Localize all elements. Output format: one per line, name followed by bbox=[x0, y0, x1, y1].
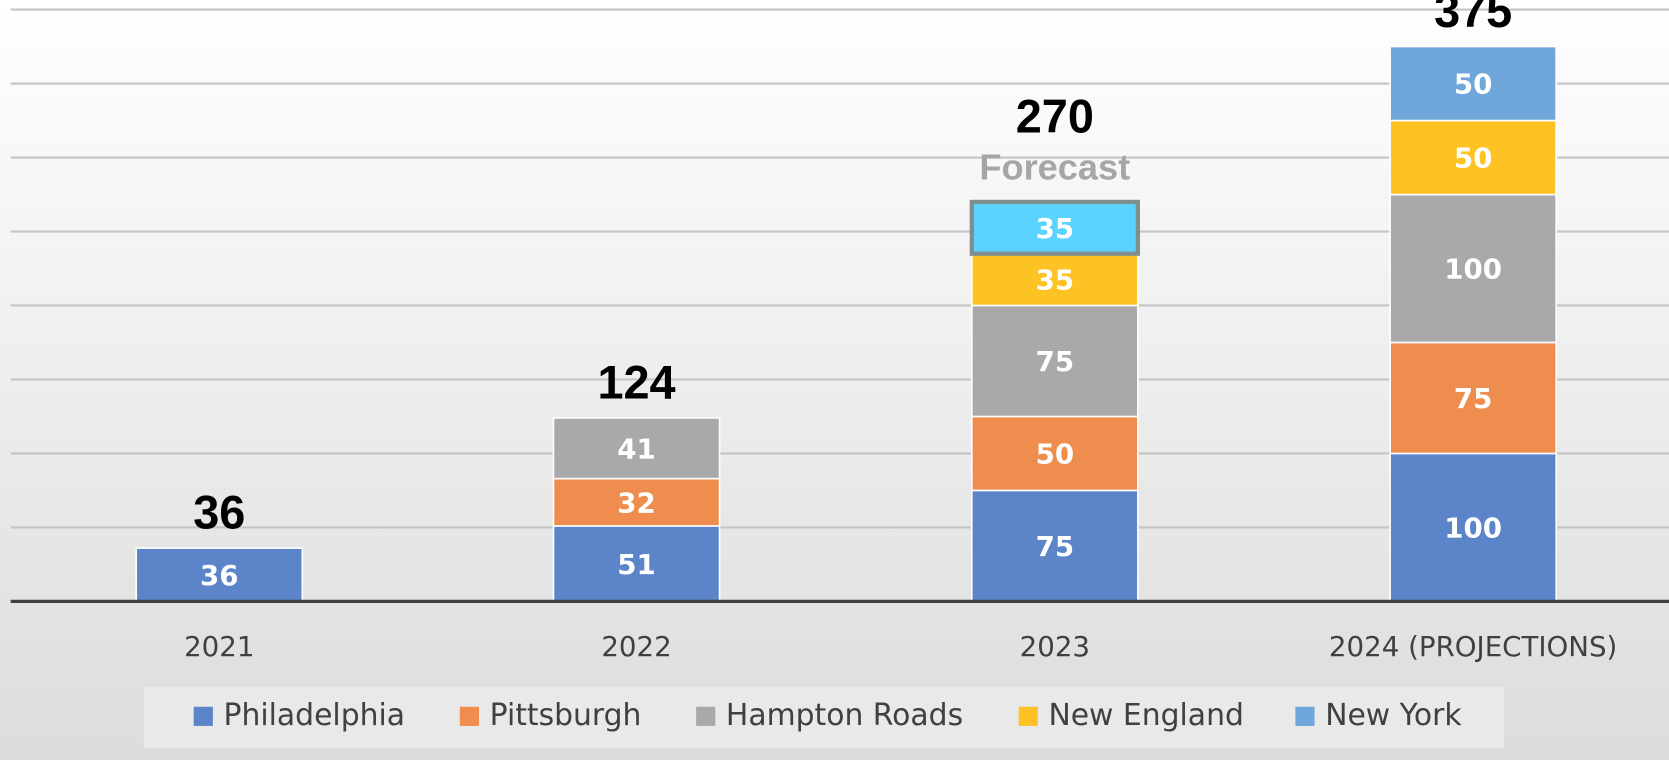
segment-label: 75 bbox=[1036, 345, 1075, 378]
legend-swatch bbox=[1295, 706, 1315, 726]
bar-segment bbox=[969, 199, 1140, 256]
bar-segment bbox=[552, 417, 721, 480]
bar-segment bbox=[1389, 452, 1557, 603]
bar-segment bbox=[1389, 193, 1557, 344]
total-label: 36 bbox=[193, 487, 245, 539]
legend-box bbox=[143, 686, 1505, 749]
bar-segment bbox=[135, 547, 304, 603]
total-label: 270 bbox=[1016, 90, 1094, 142]
segment-label: 32 bbox=[617, 486, 656, 519]
legend-label: New England bbox=[1048, 698, 1243, 733]
x-tick-label: 2023 bbox=[1020, 630, 1090, 663]
legend-swatch bbox=[459, 706, 479, 726]
bar-segment bbox=[1389, 45, 1557, 122]
legend-swatch bbox=[696, 706, 716, 726]
legend-label: Pittsburgh bbox=[490, 698, 642, 733]
segment-label: 51 bbox=[617, 548, 656, 581]
legend-label: Philadelphia bbox=[224, 698, 406, 733]
segment-label: 75 bbox=[1454, 382, 1493, 415]
segment-label: 35 bbox=[1036, 264, 1075, 297]
legend-swatch bbox=[1018, 706, 1038, 726]
bar-segment bbox=[971, 415, 1139, 492]
x-tick-label: 2022 bbox=[601, 630, 671, 663]
segment-label: 50 bbox=[1454, 142, 1493, 175]
bar-segment bbox=[552, 525, 721, 603]
x-tick-label: 2021 bbox=[184, 630, 254, 663]
segment-label: 75 bbox=[1036, 530, 1075, 563]
total-label: 124 bbox=[597, 356, 675, 408]
total-label: 375 bbox=[1434, 0, 1512, 37]
bar-segment bbox=[1389, 341, 1557, 455]
segment-label: 50 bbox=[1454, 68, 1493, 101]
segment-label: 41 bbox=[617, 432, 656, 465]
segment-label: 100 bbox=[1444, 512, 1502, 545]
segment-label: 50 bbox=[1036, 438, 1075, 471]
bar-segment bbox=[1389, 119, 1557, 196]
legend-label: New York bbox=[1325, 698, 1462, 733]
segment-label: 36 bbox=[200, 559, 238, 592]
legend-swatch bbox=[193, 706, 213, 726]
segment-label: 100 bbox=[1444, 253, 1502, 286]
annotation: Forecast bbox=[979, 147, 1130, 188]
segment-label: 35 bbox=[1036, 212, 1075, 245]
bar-segment bbox=[552, 477, 721, 527]
legend-label: Hampton Roads bbox=[726, 698, 963, 733]
x-tick-label: 2024 (PROJECTIONS) bbox=[1329, 630, 1617, 663]
bar-segment bbox=[971, 252, 1139, 307]
